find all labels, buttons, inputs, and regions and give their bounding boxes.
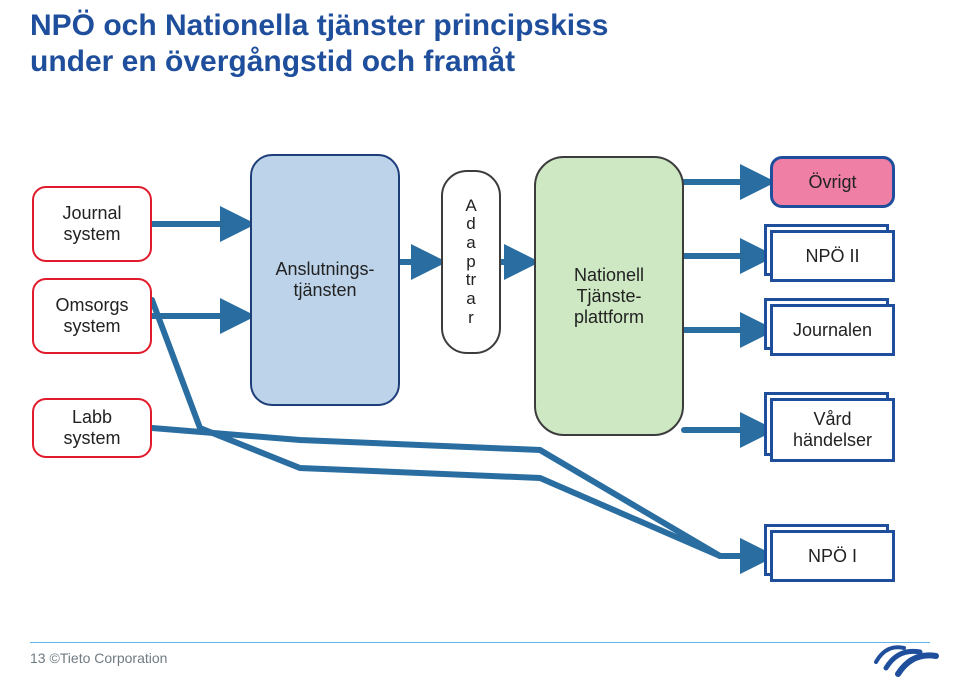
title-line2: under en övergångstid och framåt xyxy=(30,45,515,78)
node-labb-label: Labb system xyxy=(63,407,120,449)
node-adaptrar: A d a p tr a r xyxy=(441,170,501,354)
tieto-logo xyxy=(870,638,940,678)
node-vard-label: Vård händelser xyxy=(793,409,872,451)
node-npo1: NPÖ I xyxy=(770,530,895,582)
node-npo1-label: NPÖ I xyxy=(808,546,857,567)
node-omsorgs: Omsorgs system xyxy=(32,278,152,354)
footer-text: 13 ©Tieto Corporation xyxy=(30,650,167,666)
node-npo2-label: NPÖ II xyxy=(805,246,859,267)
node-vard: Vård händelser xyxy=(770,398,895,462)
node-adaptrar-label: A d a p tr a r xyxy=(465,197,476,328)
title-line1: NPÖ och Nationella tjänster principskiss xyxy=(30,9,609,42)
node-journalen-label: Journalen xyxy=(793,320,872,341)
node-platform-label: Nationell Tjänste- plattform xyxy=(574,265,644,328)
node-npo2: NPÖ II xyxy=(770,230,895,282)
page-title: NPÖ och Nationella tjänster principskiss… xyxy=(30,8,609,80)
edge-labb-npo1 xyxy=(152,428,770,556)
node-omsorgs-label: Omsorgs system xyxy=(55,295,128,337)
node-anslut-label: Anslutnings- tjänsten xyxy=(275,259,374,301)
node-anslut: Anslutnings- tjänsten xyxy=(250,154,400,406)
footer-rule xyxy=(30,642,930,643)
node-journalen: Journalen xyxy=(770,304,895,356)
diagram-canvas: NPÖ och Nationella tjänster principskiss… xyxy=(0,0,960,686)
node-journal: Journal system xyxy=(32,186,152,262)
node-ovrigt: Övrigt xyxy=(770,156,895,208)
node-journal-label: Journal system xyxy=(62,203,121,245)
node-platform: Nationell Tjänste- plattform xyxy=(534,156,684,436)
node-labb: Labb system xyxy=(32,398,152,458)
node-ovrigt-label: Övrigt xyxy=(808,172,856,193)
